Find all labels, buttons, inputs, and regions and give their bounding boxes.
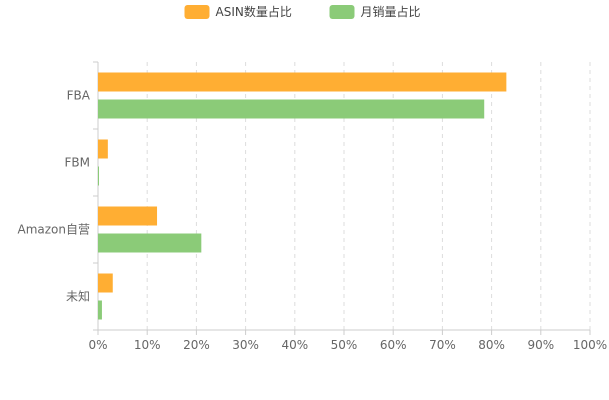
y-tick-label: 未知 [66,290,90,304]
x-tick-label: 70% [429,338,456,352]
legend-swatch [184,5,210,19]
x-tick-label: 10% [134,338,161,352]
x-tick-label: 30% [232,338,259,352]
x-tick-label: 20% [183,338,210,352]
bar-asin-share [98,139,108,159]
x-tick-label: 50% [331,338,358,352]
bar-asin-share [98,206,158,226]
x-tick-label: 90% [527,338,554,352]
bar-asin-share [98,273,113,293]
x-tick-label: 40% [281,338,308,352]
y-tick-label: FBM [65,156,91,170]
legend-label: ASIN数量占比 [216,4,292,19]
bar-sales-share [98,300,102,320]
x-tick-label: 80% [478,338,505,352]
bar-sales-share [98,166,99,186]
legend-swatch [329,5,355,19]
y-tick-label: FBA [67,89,91,103]
x-tick-label: 60% [380,338,407,352]
y-tick-label: Amazon自营 [18,223,91,237]
x-tick-label: 100% [573,338,607,352]
bar-sales-share [98,233,202,253]
x-tick-label: 0% [88,338,107,352]
bar-asin-share [98,72,507,92]
bar-sales-share [98,99,485,119]
legend-label: 月销量占比 [361,4,421,19]
